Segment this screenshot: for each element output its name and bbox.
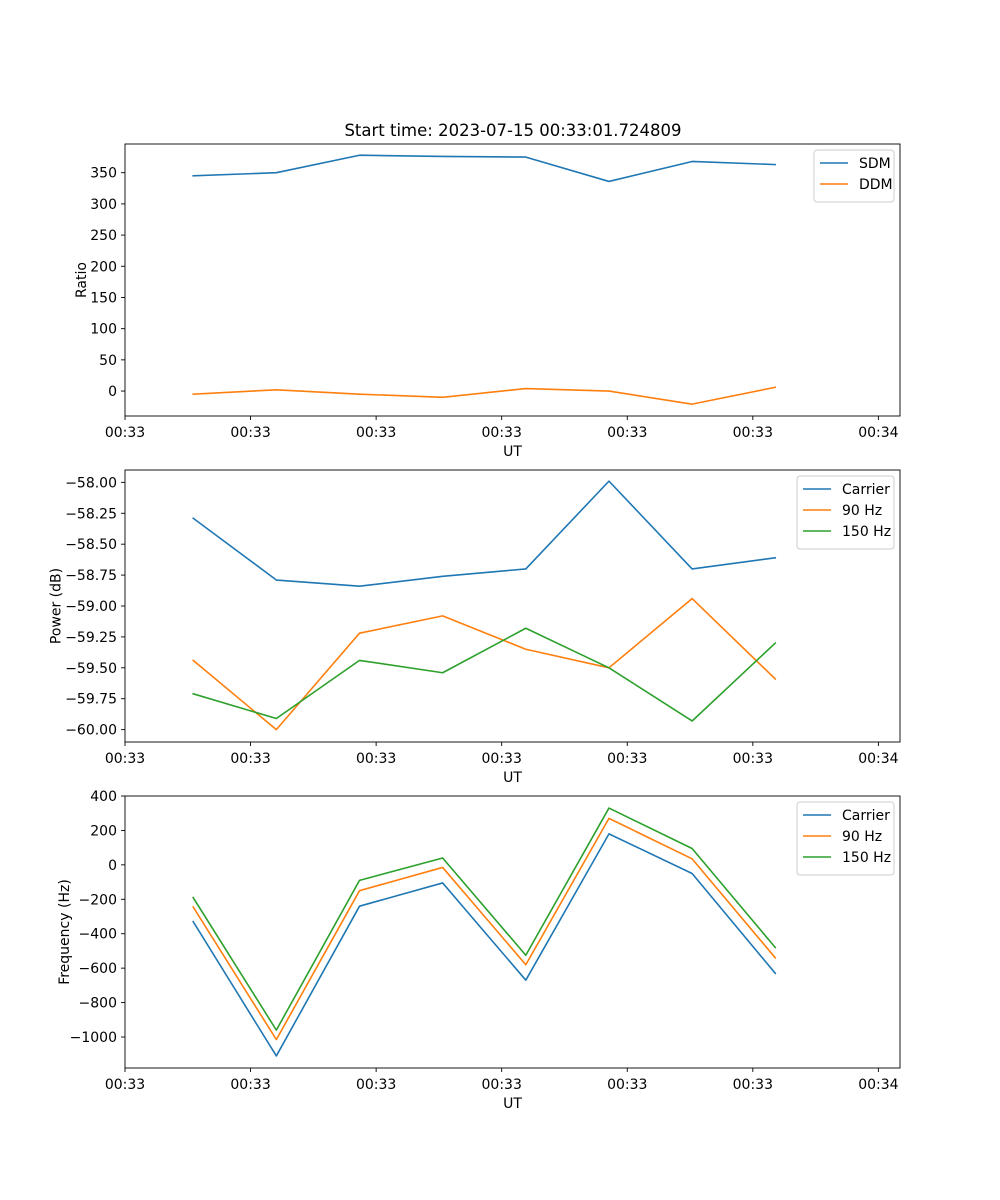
y-tick-label: −200 xyxy=(79,892,117,908)
legend-label: Carrier xyxy=(842,808,890,824)
y-tick-label: 0 xyxy=(108,384,117,400)
y-tick-label: −1000 xyxy=(70,1030,117,1046)
y-tick-label: −58.75 xyxy=(65,568,117,584)
x-tick-label: 00:33 xyxy=(482,425,522,441)
y-tick-label: 400 xyxy=(90,789,117,805)
legend-label: 150 Hz xyxy=(842,524,891,540)
subplot-ratio: 00:33 00:33 00:33 00:33 00:33 00:33 00:34 0 50 10… xyxy=(74,143,901,460)
y-tick-label: −59.25 xyxy=(65,630,117,646)
x-tick-label: 00:33 xyxy=(356,1077,396,1093)
y-tick-label: −58.50 xyxy=(65,537,117,553)
y-tick-label: 200 xyxy=(90,823,117,839)
x-tick-label: 00:34 xyxy=(858,1077,898,1093)
y-axis-label: Ratio xyxy=(74,262,90,298)
y-tick-label: 0 xyxy=(108,858,117,874)
x-tick-label: 00:33 xyxy=(105,1077,145,1093)
x-tick-label: 00:33 xyxy=(733,425,773,441)
y-tick-label: 100 xyxy=(90,322,117,338)
series-line-150-hz xyxy=(192,627,777,722)
subplot-power: 00:33 00:33 00:33 00:33 00:33 00:33 00:34 −60.0… xyxy=(49,469,901,786)
series-line-ddm xyxy=(192,386,777,405)
x-tick-label: 00:33 xyxy=(733,751,773,767)
x-tick-label: 00:34 xyxy=(858,425,898,441)
x-tick-label: 00:33 xyxy=(482,751,522,767)
y-tick-label: −59.00 xyxy=(65,599,117,615)
y-tick-label: −60.00 xyxy=(65,723,117,739)
series-line-carrier xyxy=(192,833,777,1057)
series-line-90-hz xyxy=(192,597,777,731)
x-tick-label: 00:34 xyxy=(858,751,898,767)
legend-label: SDM xyxy=(859,156,891,172)
x-tick-label: 00:33 xyxy=(230,1077,270,1093)
legend-label: 150 Hz xyxy=(842,850,891,866)
series-line-90-hz xyxy=(192,817,777,1041)
legend-label: 90 Hz xyxy=(842,503,882,519)
x-tick-label: 00:33 xyxy=(733,1077,773,1093)
axes-frame xyxy=(124,143,901,417)
y-axis-label: Power (dB) xyxy=(49,568,65,644)
y-tick-label: −58.00 xyxy=(65,475,117,491)
x-axis-label: UT xyxy=(503,444,522,460)
series-line-150-hz xyxy=(192,807,777,1031)
y-tick-label: −600 xyxy=(79,961,117,977)
y-tick-label: −400 xyxy=(79,927,117,943)
x-tick-label: 00:33 xyxy=(105,751,145,767)
y-tick-label: −800 xyxy=(79,996,117,1012)
x-tick-label: 00:33 xyxy=(105,425,145,441)
subplot-frequency: 00:33 00:33 00:33 00:33 00:33 00:33 00:34 −1000… xyxy=(57,789,901,1112)
x-tick-label: 00:33 xyxy=(356,425,396,441)
legend-label: DDM xyxy=(859,177,893,193)
x-axis-label: UT xyxy=(503,770,522,786)
x-tick-label: 00:33 xyxy=(356,751,396,767)
y-tick-label: 200 xyxy=(90,259,117,275)
y-tick-label: −59.50 xyxy=(65,661,117,677)
x-tick-label: 00:33 xyxy=(230,751,270,767)
x-tick-label: 00:33 xyxy=(607,751,647,767)
x-axis-label: UT xyxy=(503,1096,522,1112)
x-tick-label: 00:33 xyxy=(607,425,647,441)
y-tick-label: −58.25 xyxy=(65,506,117,522)
legend-label: 90 Hz xyxy=(842,829,882,845)
series-line-carrier xyxy=(192,480,777,588)
axes-frame xyxy=(124,795,901,1069)
x-tick-label: 00:33 xyxy=(482,1077,522,1093)
legend-label: Carrier xyxy=(842,482,890,498)
x-tick-label: 00:33 xyxy=(230,425,270,441)
y-axis-label: Frequency (Hz) xyxy=(57,879,73,985)
figure-title: Start time: 2023-07-15 00:33:01.724809 xyxy=(344,121,681,140)
y-tick-label: 250 xyxy=(90,228,117,244)
y-tick-label: −59.75 xyxy=(65,692,117,708)
x-tick-label: 00:33 xyxy=(607,1077,647,1093)
y-tick-label: 300 xyxy=(90,197,117,213)
y-tick-label: 350 xyxy=(90,166,117,182)
series-line-sdm xyxy=(192,154,777,183)
y-tick-label: 150 xyxy=(90,290,117,306)
y-tick-label: 50 xyxy=(99,353,117,369)
